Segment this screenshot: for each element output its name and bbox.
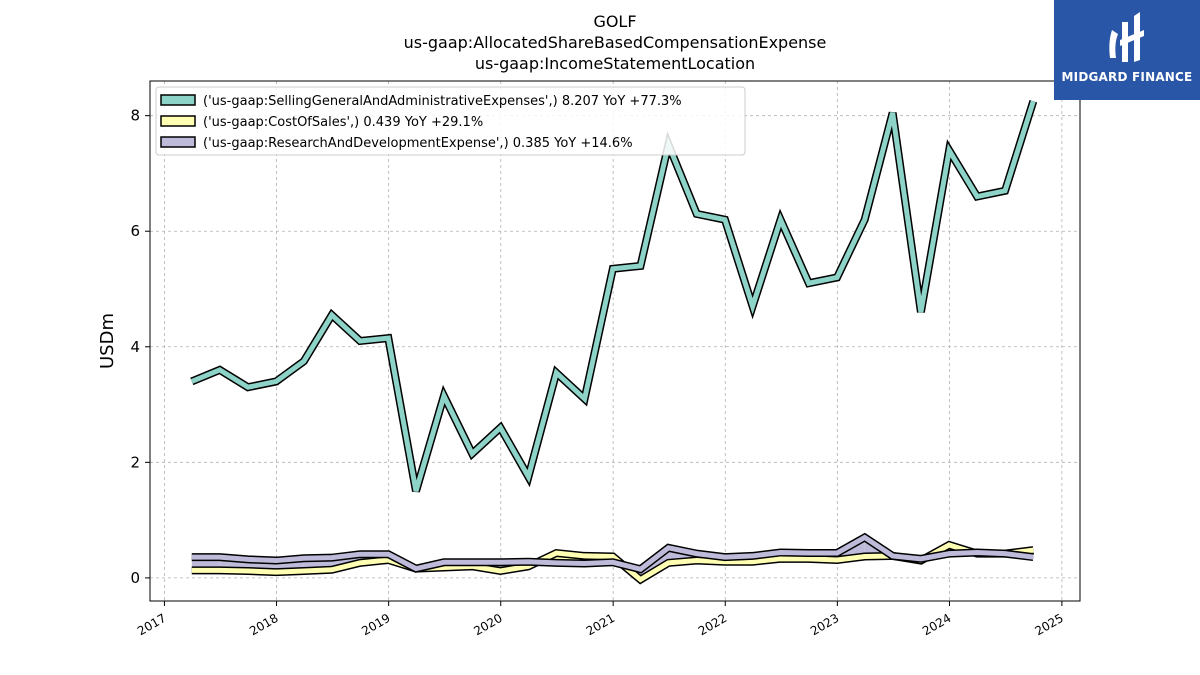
x-tick-label: 2020 — [471, 611, 504, 638]
legend-entry-2: ('us-gaap:ResearchAndDevelopmentExpense'… — [203, 136, 633, 151]
legend-entry-0: ('us-gaap:SellingGeneralAndAdministrativ… — [203, 94, 682, 109]
series-line-0 — [190, 100, 1036, 492]
chart-title: GOLF us-gaap:AllocatedShareBasedCompensat… — [404, 12, 827, 73]
y-tick-label: 0 — [130, 569, 140, 587]
series-lines — [190, 100, 1038, 585]
legend: ('us-gaap:SellingGeneralAndAdministrativ… — [155, 86, 746, 156]
x-tick-label: 2018 — [247, 611, 280, 638]
x-tick-label: 2025 — [1032, 611, 1065, 638]
y-axis: 0 2 4 6 8 — [130, 107, 150, 587]
y-tick-label: 8 — [130, 107, 140, 125]
grid — [150, 81, 1080, 601]
logo-text: MIDGARD FINANCE — [1061, 70, 1193, 84]
midgard-logo-icon — [1109, 12, 1144, 62]
chart-title-line-1: us-gaap:AllocatedShareBasedCompensationE… — [404, 33, 827, 52]
plot-frame — [149, 80, 1081, 602]
chart-title-line-2: us-gaap:IncomeStatementLocation — [475, 54, 755, 73]
x-tick-label: 2024 — [920, 611, 953, 638]
chart-title-line-0: GOLF — [593, 12, 636, 31]
midgard-finance-logo: MIDGARD FINANCE — [1054, 0, 1200, 100]
legend-box — [155, 86, 746, 156]
series-line-outline-0 — [190, 100, 1038, 493]
x-axis: 2017 2018 2019 2020 2021 2022 2023 2024 2025 — [135, 601, 1066, 638]
series-line-2 — [191, 534, 1034, 572]
x-tick-label: 2023 — [808, 611, 841, 638]
x-tick-label: 2022 — [696, 611, 729, 638]
x-tick-label: 2021 — [584, 611, 617, 638]
y-tick-label: 6 — [130, 222, 140, 240]
y-tick-label: 4 — [130, 338, 140, 356]
x-tick-label: 2017 — [135, 611, 168, 638]
legend-swatch-2 — [160, 136, 196, 148]
y-tick-label: 2 — [130, 453, 140, 471]
y-axis-label: USDm — [97, 313, 118, 369]
legend-swatch-1 — [160, 115, 196, 127]
x-tick-label: 2019 — [359, 611, 392, 638]
legend-swatch-0 — [160, 94, 196, 106]
legend-entry-1: ('us-gaap:CostOfSales',) 0.439 YoY +29.1… — [203, 115, 483, 130]
